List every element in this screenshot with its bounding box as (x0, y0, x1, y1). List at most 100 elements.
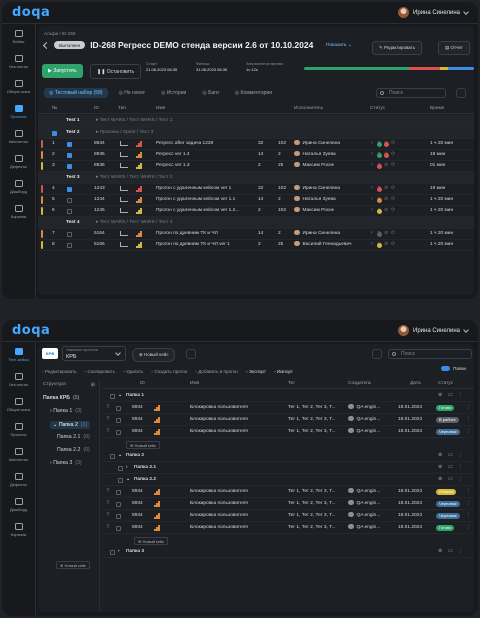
row-checkbox[interactable] (116, 429, 121, 435)
case-name[interactable]: Блокировка пользователя (190, 489, 248, 494)
breadcrumb[interactable]: Альфа / ID-268 (44, 31, 76, 36)
col-executor[interactable]: Исполнитель (294, 106, 324, 111)
table-row[interactable]: 1 8934 Регресс after задача 1228 32 102 Ирина… (38, 139, 474, 150)
col-num[interactable]: № (52, 106, 58, 111)
new-case-button[interactable]: ⊕ Новый кейс (132, 348, 176, 362)
table-row[interactable]: ⠿ 8934 Блокировка пользователя Тег 1, Тег 2… (102, 486, 474, 498)
status-action-icon[interactable]: ✓ (370, 163, 375, 168)
row-checkbox[interactable] (116, 405, 121, 411)
col-status[interactable]: Статус (438, 381, 454, 386)
menu-icon[interactable]: ⋮ (458, 549, 463, 554)
sidebar-item[interactable]: Тест-кейсы (2, 342, 35, 367)
sidebar-item[interactable]: Общие шаги (2, 392, 35, 417)
back-arrow-icon[interactable] (42, 41, 51, 49)
table-row[interactable]: ⠿ 8934 Блокировка пользователя Тег 1, Тег 2… (102, 522, 474, 534)
table-row[interactable]: 8 5165 Прогон по древним ТК и ЧЛ ver 1 2 25 В… (38, 240, 474, 251)
table-row[interactable]: 5 1244 Прогон с удаленным кейсом ver 1.1 14… (38, 195, 474, 206)
drag-handle-icon[interactable]: ⠿ (106, 501, 110, 506)
col-name[interactable]: Имя (156, 106, 166, 111)
status-action-icon[interactable]: ⊘ (384, 197, 389, 202)
search-input[interactable]: Поиск (388, 349, 472, 359)
new-case-button[interactable]: ⊕ Новый кейс (126, 441, 161, 449)
menu-icon[interactable]: ⋮ (466, 429, 471, 434)
folders-toggle[interactable]: Папки (441, 366, 466, 371)
tree-folder[interactable]: Папка КРБ (5) (43, 395, 79, 401)
col-id[interactable]: ID (94, 106, 99, 111)
menu-icon[interactable]: ⋮ (466, 489, 471, 494)
toolbar-button[interactable]: ▫ Редактировать (42, 369, 77, 374)
menu-icon[interactable]: ⋮ (466, 417, 471, 422)
row-checkbox[interactable] (67, 186, 72, 192)
add-icon[interactable]: ⊕ (438, 465, 443, 470)
tree-folder[interactable]: Папка 2.2 (0) (57, 447, 90, 453)
table-row[interactable]: 7 5164 Прогон по древним ТК и ЧЛ 14 2 Ирина С… (38, 229, 474, 240)
folder-icon[interactable]: ▭ (448, 549, 453, 554)
case-name[interactable]: Прогон с удаленным кейсом ver 1 (156, 186, 232, 191)
table-row[interactable]: ⠿ 8934 Блокировка пользователя Тег 1, Тег 2… (102, 510, 474, 522)
row-checkbox[interactable] (116, 417, 121, 423)
menu-icon[interactable]: ⋮ (458, 453, 463, 458)
toolbar-button[interactable]: ▫ Экспорт (246, 369, 266, 374)
menu-icon[interactable]: ⋮ (466, 513, 471, 518)
case-name[interactable]: Блокировка пользователя (190, 525, 248, 530)
col-name[interactable]: Имя (190, 381, 200, 386)
status-action-icon[interactable]: ⟳ (391, 242, 396, 247)
col-creator[interactable]: Создатель (348, 381, 372, 386)
menu-icon[interactable]: ⋮ (466, 525, 471, 530)
tag-icon[interactable] (186, 349, 196, 359)
drag-handle-icon[interactable]: ⠿ (106, 405, 110, 410)
toolbar-button[interactable]: ▫ Импорт (274, 369, 293, 374)
folder-checkbox[interactable] (110, 453, 115, 459)
folder-row[interactable]: ⌄ Папка 2.2 ⊕ ▭ ⋮ (102, 474, 474, 486)
sidebar-item[interactable]: Чек-листы (2, 367, 35, 392)
status-action-icon[interactable]: ✓ (370, 231, 375, 236)
status-action-icon[interactable]: ⟳ (391, 197, 396, 202)
sidebar-item[interactable]: Автотесты (2, 442, 35, 467)
tab[interactable]: ◎ Баги (197, 88, 223, 98)
status-action-icon[interactable]: ✓ (370, 197, 375, 202)
executor[interactable]: Василий Геннадьевич (294, 240, 352, 250)
executor[interactable]: Ирина Синелина (294, 184, 340, 194)
row-checkbox[interactable] (67, 208, 72, 214)
edit-button[interactable]: ✎ Редактировать (372, 41, 423, 55)
folder-row[interactable]: ⌄ Папка 1 ⊕ ▭ ⋮ (102, 390, 474, 402)
menu-icon[interactable]: ⋮ (466, 405, 471, 410)
tab[interactable]: ◎ Комментарии (230, 88, 277, 98)
case-name[interactable]: Прогон по древним ТК и ЧЛ ver 1 (156, 242, 230, 247)
search-input[interactable]: Поиск (376, 88, 446, 98)
case-name[interactable]: Блокировка пользователя (190, 513, 248, 518)
toolbar-button[interactable]: ▫ Удалить (123, 369, 143, 374)
drag-handle-icon[interactable]: ⠿ (106, 417, 110, 422)
status-action-icon[interactable]: ✓ (370, 152, 375, 157)
folder-checkbox[interactable] (118, 465, 123, 471)
group-row[interactable]: Test 1 ▸ Тест WARS / Тест WARS / Тест 1 (38, 115, 474, 127)
sidebar-item[interactable]: Автотесты (2, 124, 35, 149)
group-row[interactable]: Test 2 ▸ Прогоны / Sprint / Тест 3 (38, 127, 474, 139)
case-name[interactable]: Блокировка пользователя (190, 417, 248, 422)
menu-icon[interactable]: ⋮ (458, 477, 463, 482)
table-row[interactable]: 4 1243 Прогон с удаленным кейсом ver 1 32 10… (38, 184, 474, 195)
folder-arrow-icon[interactable]: ⌄ (126, 477, 131, 482)
user-menu[interactable]: Ирина Синелина (398, 325, 469, 336)
folder-icon[interactable]: ▭ (448, 393, 453, 398)
folder-arrow-icon[interactable]: › (118, 549, 120, 554)
toolbar-button[interactable]: ▫ Создать прогон (151, 369, 187, 374)
tree-folder[interactable]: Папка 2.1 (0) (57, 434, 90, 440)
status-action-icon[interactable]: ✓ (370, 208, 375, 213)
tab[interactable]: ◎ Истории (156, 88, 191, 98)
folder-row[interactable]: › Папка 2.1 ⊕ ▭ ⋮ (102, 462, 474, 474)
status-action-icon[interactable]: ⟳ (391, 186, 396, 191)
filter-icon[interactable] (456, 88, 466, 98)
status-action-icon[interactable]: ⟳ (391, 163, 396, 168)
tree-arrow-icon[interactable]: › (50, 408, 52, 414)
tree-arrow-icon[interactable]: › (50, 460, 52, 466)
sidebar-item[interactable]: Дефекты (2, 149, 35, 174)
status-action-icon[interactable]: ⟳ (391, 141, 396, 146)
add-folder-icon[interactable]: ⊞ (90, 382, 95, 388)
row-checkbox[interactable] (116, 489, 121, 495)
col-time[interactable]: Время (430, 106, 445, 111)
toggle-switch[interactable] (441, 366, 451, 371)
row-checkbox[interactable] (67, 141, 72, 147)
folder-checkbox[interactable] (118, 477, 123, 483)
